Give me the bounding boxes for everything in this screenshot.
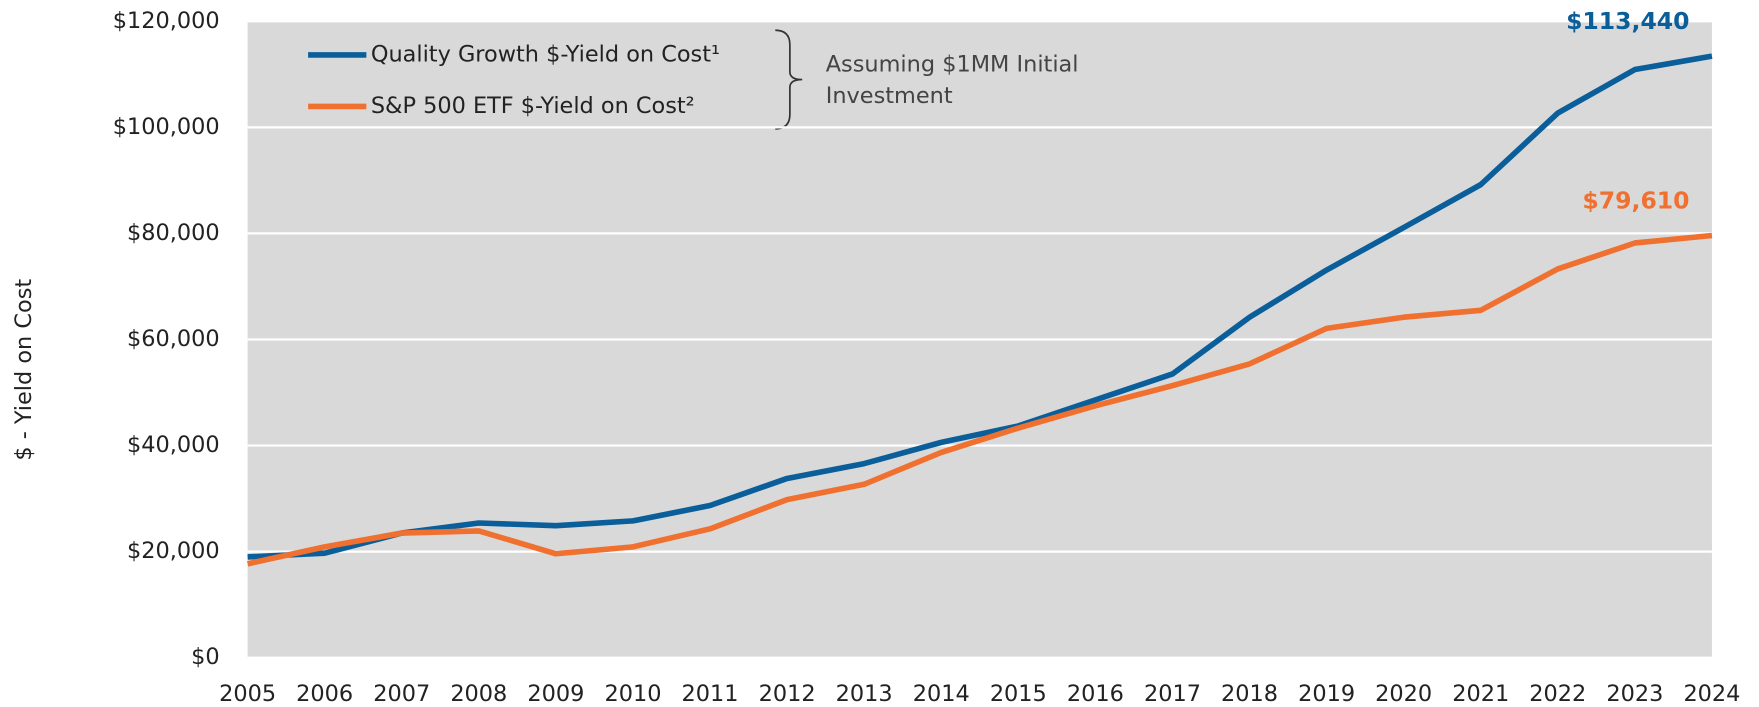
x-tick-label: 2013 (836, 681, 893, 707)
value-label: $79,610 (1582, 186, 1689, 214)
x-tick-label: 2024 (1683, 681, 1740, 707)
x-tick-label: 2010 (604, 681, 661, 707)
brace (775, 29, 803, 130)
y-tick-label: $20,000 (127, 538, 220, 564)
y-axis-label: $ - Yield on Cost (11, 279, 37, 461)
y-tick-label: $0 (191, 644, 219, 670)
x-tick-label: 2020 (1375, 681, 1432, 707)
x-tick-label: 2011 (682, 681, 739, 707)
annotation: Assuming $1MM Initial Investment (825, 50, 1079, 109)
y-tick-label: $40,000 (127, 432, 220, 458)
x-tick-label: 2009 (527, 681, 584, 707)
series-line (247, 53, 1713, 560)
y-tick-label: $60,000 (127, 326, 220, 352)
x-tick-label: 2014 (913, 681, 970, 707)
x-tick-label: 2006 (296, 681, 353, 707)
annotation-box: Assuming $1MM Initial Investment (825, 50, 1079, 109)
x-tick-label: 2007 (373, 681, 430, 707)
series-line (247, 232, 1713, 567)
x-tick-label: 2017 (1144, 681, 1201, 707)
x-tick-label: 2015 (990, 681, 1047, 707)
y-tick-label: $80,000 (127, 220, 220, 246)
y-tick-label: $100,000 (113, 114, 220, 140)
x-tick-label: 2019 (1298, 681, 1355, 707)
x-tick-label: 2018 (1221, 681, 1278, 707)
value-label: $113,440 (1566, 7, 1689, 35)
x-tick-label: 2012 (759, 681, 816, 707)
x-tick-label: 2023 (1606, 681, 1663, 707)
x-tick-label: 2008 (450, 681, 507, 707)
legend-label: Quality Growth $-Yield on Cost¹ (371, 41, 720, 67)
x-tick-label: 2021 (1452, 681, 1509, 707)
x-tick-label: 2016 (1067, 681, 1124, 707)
x-tick-label: 2005 (219, 681, 276, 707)
x-tick-label: 2022 (1529, 681, 1586, 707)
legend-label: S&P 500 ETF $-Yield on Cost² (371, 93, 695, 119)
y-tick-label: $120,000 (113, 8, 220, 34)
